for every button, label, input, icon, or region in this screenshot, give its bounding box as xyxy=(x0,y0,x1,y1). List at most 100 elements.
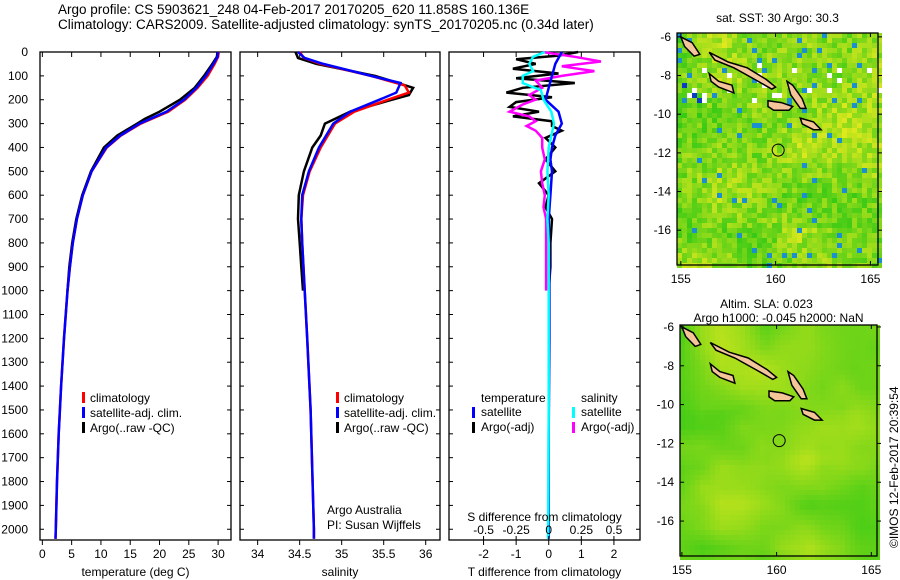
map-cell xyxy=(767,133,772,138)
map-cell xyxy=(677,148,682,153)
map-cell xyxy=(730,425,735,430)
map-cell xyxy=(867,98,872,103)
map-cell xyxy=(815,545,820,550)
map-cell xyxy=(727,143,732,148)
map-cell xyxy=(827,58,832,63)
map-cell xyxy=(770,380,775,385)
map-cell xyxy=(820,395,825,400)
map-cell xyxy=(872,78,877,83)
map-cell xyxy=(700,400,705,405)
map-cell xyxy=(850,435,855,440)
map-cell xyxy=(700,355,705,360)
map-cell xyxy=(830,550,835,555)
map-cell xyxy=(705,530,710,535)
map-cell xyxy=(722,198,727,203)
map-cell xyxy=(680,435,685,440)
map-cell xyxy=(822,98,827,103)
map-cell xyxy=(747,173,752,178)
map-cell xyxy=(845,530,850,535)
map-cell xyxy=(852,68,857,73)
map-cell xyxy=(767,238,772,243)
map-cell xyxy=(847,193,852,198)
map-cell xyxy=(847,163,852,168)
map-cell xyxy=(872,193,877,198)
map-cell xyxy=(687,33,692,38)
map-cell xyxy=(722,253,727,258)
map-cell xyxy=(705,490,710,495)
map-cell xyxy=(837,163,842,168)
map-cell xyxy=(747,113,752,118)
map-cell xyxy=(832,78,837,83)
map-cell xyxy=(845,385,850,390)
map-cell xyxy=(720,500,725,505)
map-cell xyxy=(705,545,710,550)
map-cell xyxy=(825,415,830,420)
map-cell xyxy=(735,325,740,330)
map-cell xyxy=(870,375,875,380)
map-cell xyxy=(682,208,687,213)
map-cell xyxy=(802,193,807,198)
map-cell xyxy=(697,38,702,43)
map-cell xyxy=(777,208,782,213)
map-cell xyxy=(695,445,700,450)
map-cell xyxy=(677,118,682,123)
map-cell xyxy=(687,108,692,113)
map-cell xyxy=(790,360,795,365)
map-cell xyxy=(755,390,760,395)
map-cell xyxy=(835,420,840,425)
map-cell xyxy=(792,113,797,118)
map-cell xyxy=(720,460,725,465)
map-cell xyxy=(797,168,802,173)
map-cell xyxy=(685,455,690,460)
map-cell xyxy=(742,143,747,148)
map-cell xyxy=(760,535,765,540)
map-cell xyxy=(812,53,817,58)
map-cell xyxy=(865,540,870,545)
map-cell xyxy=(760,520,765,525)
map-cell xyxy=(840,360,845,365)
map-cell xyxy=(840,545,845,550)
map-cell xyxy=(837,208,842,213)
map-cell xyxy=(795,485,800,490)
map-cell xyxy=(840,555,845,560)
map-cell xyxy=(745,390,750,395)
map-cell xyxy=(680,455,685,460)
map-cell xyxy=(810,395,815,400)
map-cell xyxy=(772,98,777,103)
map-cell xyxy=(852,108,857,113)
map-cell xyxy=(812,68,817,73)
map-cell xyxy=(725,465,730,470)
map-cell xyxy=(845,340,850,345)
map-cell xyxy=(780,495,785,500)
map-cell xyxy=(677,188,682,193)
map-cell xyxy=(715,380,720,385)
map-cell xyxy=(857,103,862,108)
map-cell xyxy=(802,213,807,218)
map-cell xyxy=(865,550,870,555)
map-cell xyxy=(725,405,730,410)
map-cell xyxy=(682,118,687,123)
map-cell xyxy=(725,370,730,375)
map-cell xyxy=(830,535,835,540)
map-cell xyxy=(820,500,825,505)
map-cell xyxy=(805,350,810,355)
map-cell xyxy=(742,153,747,158)
map-cell xyxy=(865,530,870,535)
map-cell xyxy=(750,530,755,535)
map-cell xyxy=(850,510,855,515)
map-cell xyxy=(877,128,882,133)
map-cell xyxy=(700,370,705,375)
map-cell xyxy=(695,505,700,510)
map-cell xyxy=(792,63,797,68)
x-tick-label: -2 xyxy=(478,547,489,561)
map-cell xyxy=(830,380,835,385)
map-cell xyxy=(852,183,857,188)
map-cell xyxy=(705,425,710,430)
map-cell xyxy=(785,550,790,555)
map-cell xyxy=(820,385,825,390)
map-cell xyxy=(860,520,865,525)
map-cell xyxy=(692,33,697,38)
map-cell xyxy=(757,38,762,43)
map-cell xyxy=(752,228,757,233)
map-cell xyxy=(767,248,772,253)
